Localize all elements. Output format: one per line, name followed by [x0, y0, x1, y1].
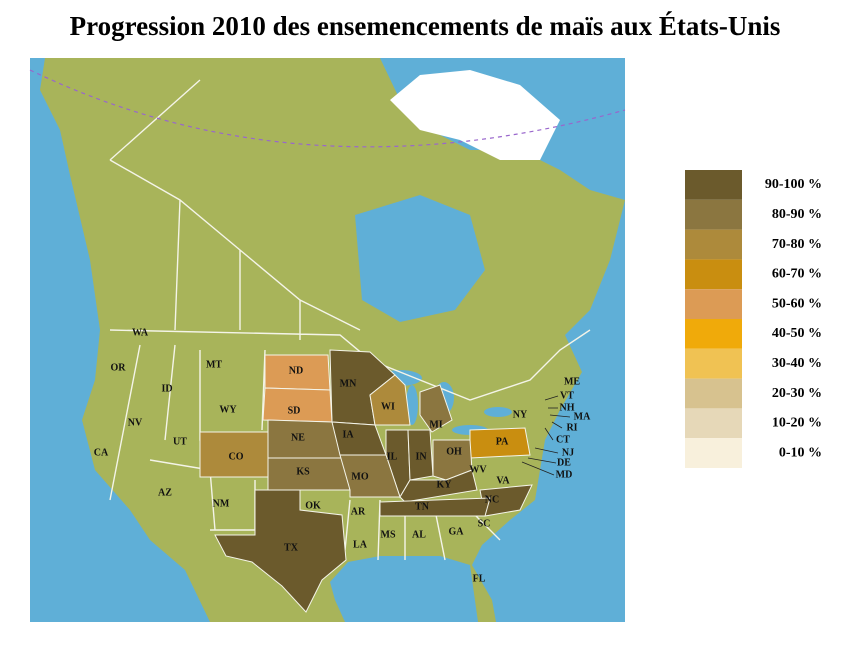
state-label: AR	[351, 506, 366, 517]
state-label: IN	[415, 451, 427, 462]
state-label: TN	[415, 501, 430, 512]
atlantic-ocean	[472, 200, 625, 622]
legend: 90-100 % 80-90 % 70-80 % 60-70 % 50-60 % 40-5…	[685, 170, 822, 468]
state-label: PA	[496, 436, 509, 447]
state-label: MI	[429, 419, 442, 430]
state-label: CT	[556, 434, 570, 445]
pacific-ocean	[30, 58, 210, 622]
legend-swatch	[685, 259, 742, 290]
state-label: WA	[132, 327, 149, 338]
state-shape	[214, 489, 347, 613]
state-label: MS	[381, 529, 396, 540]
state-label: MD	[556, 469, 573, 480]
state-label: ID	[161, 383, 172, 394]
legend-label: 60-70 %	[772, 267, 822, 282]
arctic-circle	[29, 69, 626, 148]
state-label: CA	[94, 447, 109, 458]
legend-label: 10-20 %	[772, 416, 822, 431]
legend-swatch	[685, 319, 742, 349]
legend-swatch	[685, 408, 742, 439]
hudson-bay	[355, 195, 485, 322]
state-label: WV	[469, 464, 487, 475]
legend-swatch	[685, 170, 742, 200]
state-label: UT	[173, 436, 187, 447]
state-label: MT	[206, 359, 222, 370]
state-shape	[369, 374, 411, 426]
state-label: VA	[496, 475, 510, 486]
legend-label: 50-60 %	[772, 296, 822, 311]
state-label: ND	[289, 365, 303, 376]
state-label: NM	[213, 498, 230, 509]
island	[470, 165, 550, 215]
state-shape	[419, 384, 453, 433]
legend-label: 80-90 %	[772, 207, 822, 222]
state-label: SC	[478, 518, 491, 529]
state-label: MA	[574, 411, 591, 422]
state-label: AL	[412, 529, 426, 540]
legend-label: 70-80 %	[772, 237, 822, 252]
legend-label: 90-100 %	[765, 177, 822, 192]
state-label: MO	[351, 471, 368, 482]
state-label: SD	[288, 405, 301, 416]
legend-label: 40-50 %	[772, 326, 822, 341]
leader-lines	[521, 395, 571, 476]
legend-swatch	[685, 199, 742, 230]
state-label: AZ	[158, 487, 172, 498]
legend-swatch	[685, 378, 742, 409]
map-title: Progression 2010 des ensemencements de m…	[70, 11, 781, 41]
state-label: KY	[437, 479, 453, 490]
state-label: NY	[513, 409, 528, 420]
legend-label: 0-10 %	[779, 445, 822, 460]
state-label: IL	[387, 451, 398, 462]
state-label: ME	[564, 376, 580, 387]
legend-swatch	[685, 289, 742, 319]
state-label: LA	[353, 539, 368, 550]
state-label: RI	[566, 422, 577, 433]
state-label: WI	[381, 401, 395, 412]
state-shape	[339, 454, 401, 498]
state-label: OH	[446, 446, 462, 457]
state-label: NC	[485, 494, 499, 505]
state-label: NH	[560, 402, 575, 413]
state-label: IA	[342, 429, 354, 440]
state-label: TX	[284, 542, 299, 553]
state-label: WY	[219, 404, 237, 415]
legend-label: 30-40 %	[772, 356, 822, 371]
state-shape	[379, 497, 491, 517]
ice	[390, 70, 560, 160]
legend-label: 20-30 %	[772, 386, 822, 401]
legend-swatch	[685, 438, 742, 468]
gulf-of-mexico	[330, 556, 478, 622]
state-label: OK	[305, 500, 321, 511]
state-label: MN	[340, 378, 357, 389]
state-label: KS	[296, 466, 310, 477]
state-label: DE	[557, 457, 571, 468]
state-label: FL	[473, 573, 486, 584]
state-shape	[407, 429, 434, 481]
state-label: NE	[291, 432, 305, 443]
state-label: NJ	[562, 447, 574, 458]
state-label: NV	[128, 417, 143, 428]
legend-swatch	[685, 229, 742, 260]
state-label: GA	[449, 526, 465, 537]
legend-swatch	[685, 348, 742, 379]
state-label: VT	[560, 390, 574, 401]
state-label: OR	[111, 362, 127, 373]
state-label: CO	[229, 451, 244, 462]
